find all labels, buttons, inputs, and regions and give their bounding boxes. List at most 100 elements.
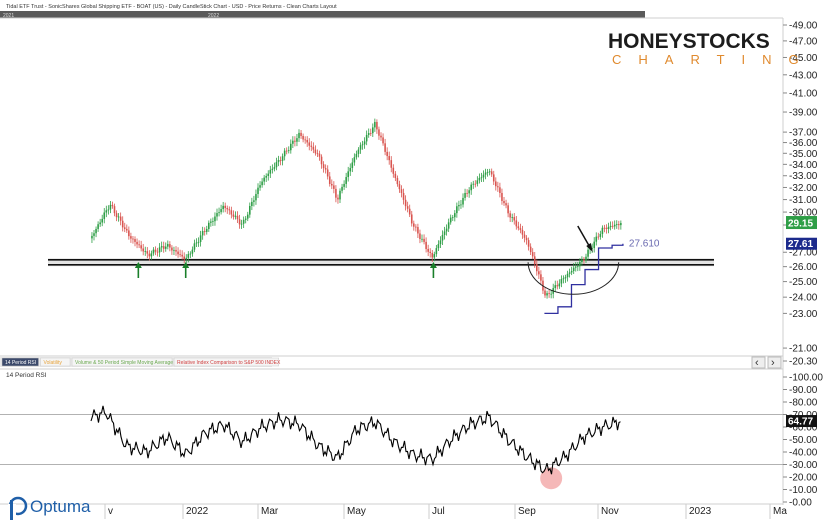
candle-body-up — [579, 262, 581, 267]
candle-body-down — [544, 290, 546, 296]
candle-body-down — [501, 192, 503, 201]
candle-body-down — [136, 241, 138, 245]
candle-body-down — [121, 220, 124, 228]
candle-body-up — [218, 212, 220, 214]
candle-body-up — [267, 173, 270, 176]
price-y-tick-label: -20.30 — [789, 357, 818, 368]
candle-body-up — [251, 201, 253, 206]
candle-body-down — [226, 208, 229, 210]
x-tick-label: May — [347, 506, 366, 517]
rsi-value-tag-label: 64.77 — [788, 417, 813, 428]
candle-body-up — [220, 209, 222, 213]
candle-body-up — [601, 227, 604, 234]
last-price-tag-label: 29.15 — [788, 219, 813, 230]
candle-body-down — [503, 200, 505, 204]
candle-body-up — [572, 267, 575, 272]
scroll-left-button[interactable] — [751, 356, 766, 369]
x-tick-label: Mar — [261, 506, 279, 517]
timeline-year-2022: 2022 — [208, 13, 219, 19]
candle-body-up — [615, 224, 618, 225]
candle-body-up — [593, 241, 596, 249]
timeline-year-2021: 2021 — [3, 13, 14, 19]
price-panel[interactable]: 27.610 — [48, 118, 714, 315]
candle-body-down — [238, 219, 241, 225]
candle-body-up — [470, 184, 473, 191]
candle-body-up — [443, 231, 446, 235]
indicator-tab[interactable] — [71, 357, 173, 367]
candle-body-up — [456, 206, 458, 214]
candle-body-down — [304, 139, 306, 141]
candle-body-up — [160, 246, 163, 248]
candle-body-up — [263, 177, 265, 182]
candle-body-down — [533, 256, 536, 265]
indicator-tab[interactable] — [173, 357, 279, 367]
candle-body-down — [138, 244, 140, 246]
indicator-tab-label: Volatility — [44, 360, 63, 366]
candle-body-up — [445, 228, 448, 232]
rsi-y-tick-label: -60.00 — [789, 423, 818, 434]
candle-body-down — [335, 188, 337, 198]
candle-body-up — [460, 204, 462, 206]
candle-body-up — [244, 218, 247, 220]
candle-body-down — [515, 220, 518, 227]
indicator-tab[interactable] — [1, 357, 39, 367]
candle-body-up — [355, 153, 358, 158]
candle-body-up — [189, 253, 192, 255]
candle-body-up — [164, 246, 167, 249]
candle-body-down — [132, 238, 134, 240]
candle-body-up — [480, 177, 483, 179]
candle-body-down — [228, 209, 231, 211]
candle-body-up — [511, 217, 514, 218]
price-y-tick-label: -47.00 — [789, 36, 818, 47]
candle-body-up — [574, 266, 577, 268]
timeline-strip[interactable] — [0, 11, 645, 18]
price-y-tick-label: -43.00 — [789, 70, 818, 81]
candle-body-down — [146, 251, 149, 254]
candle-body-up — [349, 167, 352, 172]
candle-body-up — [265, 175, 268, 178]
candle-body-up — [568, 272, 571, 274]
candle-body-up — [437, 244, 440, 249]
candle-body-up — [199, 235, 202, 242]
candle-body-up — [283, 150, 286, 157]
candle-body-up — [472, 183, 475, 185]
indicator-tabs: 14 Period RSI Volatility Volume & 50 Perio… — [1, 357, 281, 367]
candle-body-up — [240, 223, 243, 225]
scroll-right-icon: › — [771, 357, 775, 369]
candle-body-down — [294, 140, 296, 142]
relative-value-tag — [786, 237, 817, 250]
rsi-panel[interactable] — [0, 405, 783, 490]
rsi-value-tag — [786, 415, 817, 428]
candle-body-up — [269, 169, 272, 174]
candle-body-up — [261, 181, 263, 186]
candle-body-down — [314, 149, 317, 154]
scroll-right-button[interactable] — [767, 356, 782, 369]
candle-body-up — [372, 127, 374, 134]
candle-body-up — [560, 279, 563, 284]
candle-body-up — [144, 251, 147, 252]
candle-body-down — [113, 206, 116, 214]
candle-body-down — [320, 156, 323, 165]
candle-body-up — [458, 204, 460, 207]
candle-body-down — [410, 214, 413, 224]
candle-body-down — [203, 231, 206, 232]
candle-body-down — [382, 137, 384, 144]
candle-body-down — [316, 153, 319, 155]
relative-value-label: 27.610 — [629, 239, 660, 250]
candle-body-up — [201, 231, 204, 236]
candle-body-down — [380, 135, 382, 138]
x-tick-label: Jul — [432, 506, 445, 517]
candle-body-up — [281, 156, 284, 161]
candle-body-up — [374, 121, 376, 128]
candle-body-down — [529, 246, 532, 253]
rsi-y-tick-label: -30.00 — [789, 460, 818, 471]
candle-body-up — [173, 249, 175, 251]
indicator-tab[interactable] — [40, 357, 71, 367]
price-y-tick-label: -45.00 — [789, 53, 818, 64]
candle-body-up — [234, 215, 237, 217]
relative-comparison-line — [544, 243, 624, 315]
rsi-y-tick-label: -100.00 — [789, 373, 823, 384]
candle-body-up — [464, 192, 466, 198]
candle-body-down — [603, 227, 606, 229]
logo-line2: CHARTING — [612, 52, 816, 67]
